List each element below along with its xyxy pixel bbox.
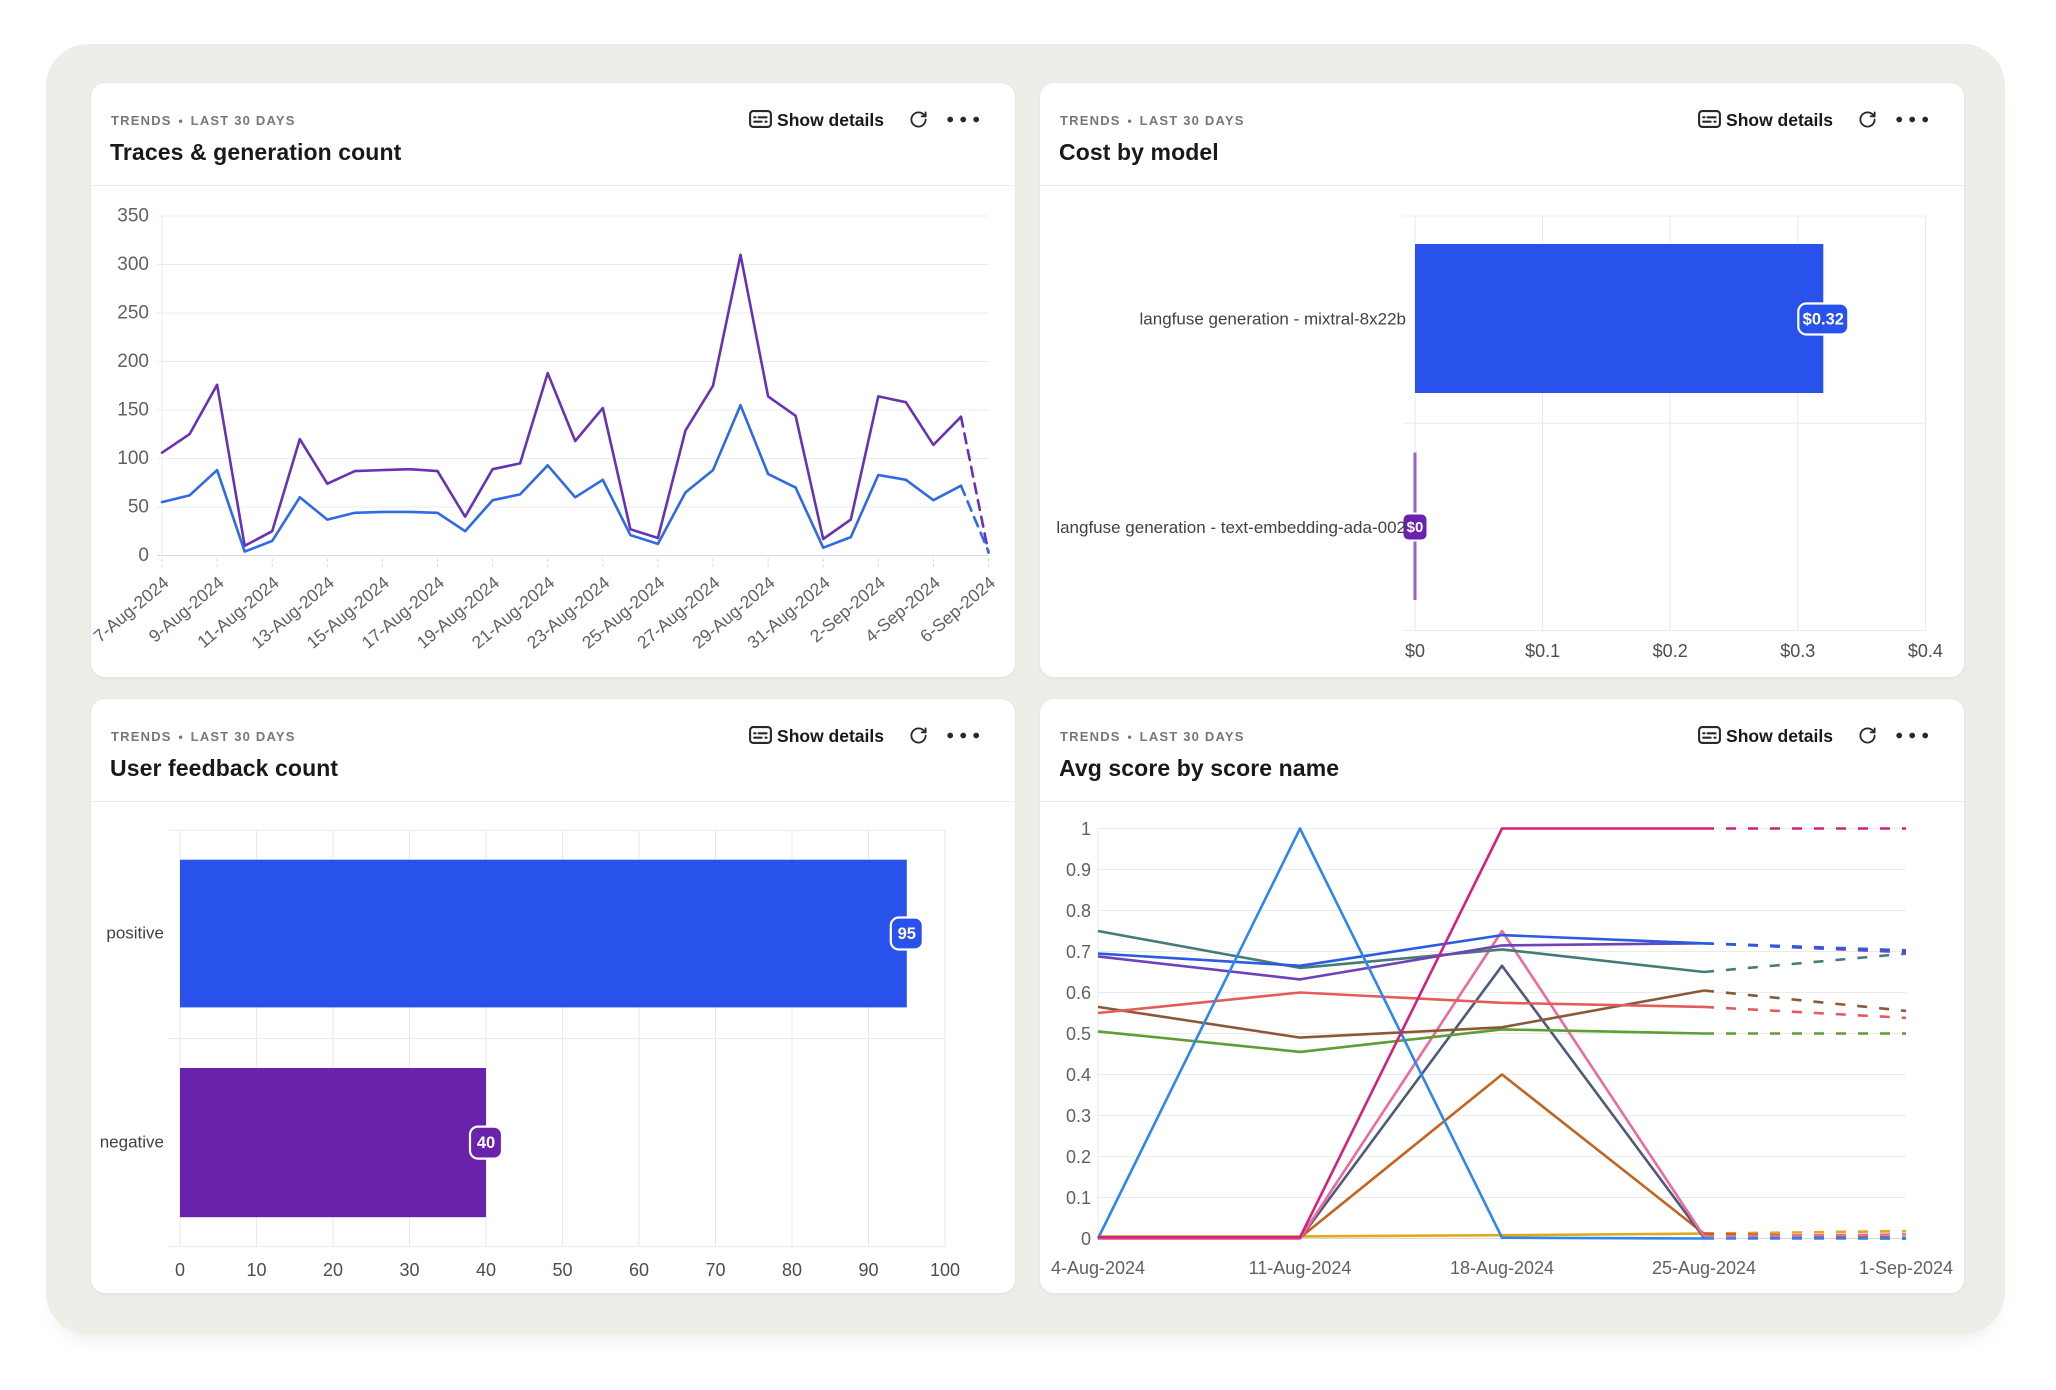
svg-text:30: 30 (399, 1260, 419, 1280)
svg-text:4-Aug-2024: 4-Aug-2024 (1051, 1258, 1145, 1278)
svg-text:10: 10 (246, 1260, 266, 1280)
svg-text:$0.32: $0.32 (1803, 311, 1844, 329)
svg-text:langfuse generation - text-emb: langfuse generation - text-embedding-ada… (1056, 518, 1406, 537)
svg-text:150: 150 (117, 400, 149, 421)
svg-text:$0: $0 (1405, 641, 1425, 661)
svg-text:$0.3: $0.3 (1780, 641, 1815, 661)
svg-text:70: 70 (705, 1260, 725, 1280)
svg-text:$0.1: $0.1 (1525, 641, 1560, 661)
svg-text:20: 20 (323, 1260, 343, 1280)
svg-text:40: 40 (476, 1260, 496, 1280)
svg-text:50: 50 (128, 497, 149, 518)
svg-text:250: 250 (117, 303, 149, 324)
svg-text:80: 80 (782, 1260, 802, 1280)
svg-text:positive: positive (106, 924, 164, 943)
svg-text:0: 0 (175, 1260, 185, 1280)
svg-text:50: 50 (552, 1260, 572, 1280)
svg-text:0.1: 0.1 (1066, 1188, 1091, 1208)
svg-text:40: 40 (477, 1134, 495, 1152)
svg-text:0.5: 0.5 (1066, 1024, 1091, 1044)
svg-text:90: 90 (858, 1260, 878, 1280)
svg-text:$0: $0 (1407, 519, 1424, 536)
svg-text:0.2: 0.2 (1066, 1147, 1091, 1167)
svg-text:negative: negative (100, 1133, 164, 1152)
svg-text:$0.2: $0.2 (1653, 641, 1688, 661)
svg-text:langfuse generation - mixtral-: langfuse generation - mixtral-8x22b (1140, 310, 1406, 329)
svg-text:1: 1 (1081, 819, 1091, 839)
svg-text:100: 100 (930, 1260, 960, 1280)
svg-text:60: 60 (629, 1260, 649, 1280)
svg-text:25-Aug-2024: 25-Aug-2024 (1652, 1258, 1756, 1278)
svg-text:0.8: 0.8 (1066, 901, 1091, 921)
svg-text:0: 0 (138, 545, 149, 566)
svg-text:100: 100 (117, 448, 149, 469)
svg-text:0: 0 (1081, 1229, 1091, 1249)
svg-text:200: 200 (117, 351, 149, 372)
svg-text:300: 300 (117, 254, 149, 275)
svg-text:$0.4: $0.4 (1908, 641, 1943, 661)
svg-text:1-Sep-2024: 1-Sep-2024 (1859, 1258, 1953, 1278)
svg-text:0.7: 0.7 (1066, 942, 1091, 962)
svg-text:0.4: 0.4 (1066, 1065, 1091, 1085)
svg-text:350: 350 (117, 206, 149, 227)
svg-text:0.9: 0.9 (1066, 860, 1091, 880)
svg-text:18-Aug-2024: 18-Aug-2024 (1450, 1258, 1554, 1278)
svg-text:95: 95 (898, 925, 916, 943)
svg-text:11-Aug-2024: 11-Aug-2024 (1249, 1258, 1352, 1278)
svg-text:0.3: 0.3 (1066, 1106, 1091, 1126)
svg-text:0.6: 0.6 (1066, 983, 1091, 1003)
